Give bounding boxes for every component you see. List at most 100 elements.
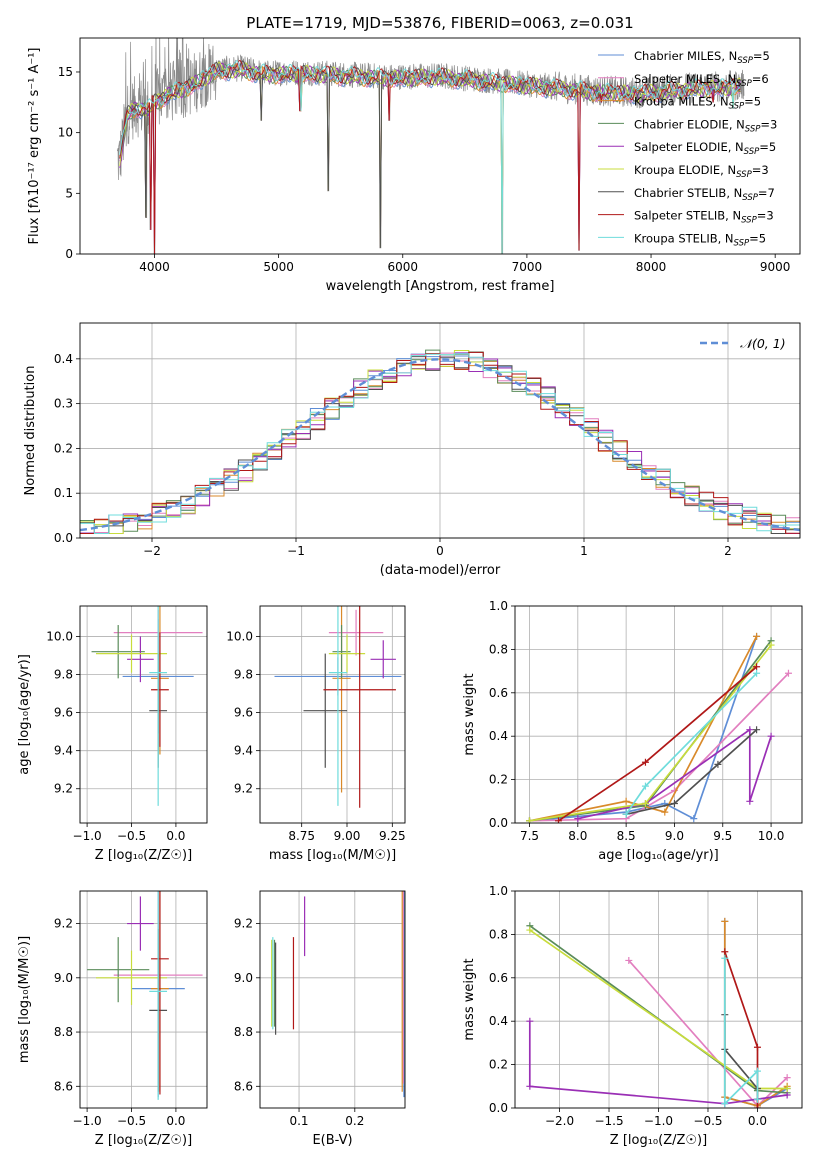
- x-tick-label: −1.0: [73, 829, 102, 843]
- y-tick-label: 9.2: [234, 917, 253, 931]
- y-tick-label: 0.0: [489, 816, 508, 830]
- weight-point-marker: [783, 1084, 791, 1092]
- y-tick-label: 10.0: [46, 629, 73, 643]
- weight-point-marker: [753, 669, 761, 677]
- x-tick-label: 5000: [263, 260, 294, 274]
- axes-frame: [259, 605, 406, 824]
- y-tick-label: 0.8: [489, 927, 508, 941]
- y-tick-label: 9.6: [54, 706, 73, 720]
- x-tick-label: 7.5: [520, 829, 539, 843]
- y-tick-label: 9.2: [54, 782, 73, 796]
- legend-label: Salpeter ELODIE, NSSP=5: [634, 140, 776, 157]
- legend-label: Chabrier ELODIE, NSSP=3: [634, 117, 777, 134]
- y-tick-label: 1.0: [489, 884, 508, 898]
- y-tick-label: 8.8: [54, 1025, 73, 1039]
- axes-frame: [259, 890, 406, 1109]
- axes-frame: [514, 890, 803, 1109]
- x-tick-label: 9.00: [334, 829, 361, 843]
- weight-point-marker: [714, 760, 722, 768]
- weight-point-marker: [721, 1100, 729, 1108]
- legend-label: Chabrier MILES, NSSP=5: [634, 49, 770, 66]
- weight-point-marker: [574, 815, 582, 823]
- weight-point-marker: [753, 1067, 761, 1075]
- x-tick-label: −0.5: [693, 1114, 722, 1128]
- x-tick-label: 0: [436, 544, 444, 558]
- weight-series-line: [723, 958, 759, 1106]
- y-tick-label: 8.6: [234, 1079, 253, 1093]
- age_vs_Z-axes: −1.0 −0.5 0.0 9.2 9.4 9.6 9.8 10.0 Z [log₁₀(Z/Z☉…: [17, 606, 207, 863]
- errorbar-point: [323, 606, 396, 808]
- x-tick-label: 0.0: [166, 829, 185, 843]
- errorbar-point: [328, 606, 347, 806]
- legend-label: Kroupa ELODIE, NSSP=3: [634, 163, 769, 180]
- y-tick-label: 0.4: [54, 352, 73, 366]
- y-tick-label: 0.1: [54, 486, 73, 500]
- y-tick-label: 0.8: [489, 642, 508, 656]
- weight-point-marker: [753, 663, 761, 671]
- x-tick-label: 8.5: [617, 829, 636, 843]
- histogram-step-line: [80, 351, 800, 534]
- weight-point-marker: [767, 641, 775, 649]
- errorbar-point: [127, 896, 154, 951]
- weight-point-marker: [767, 732, 775, 740]
- x-tick-label: 9000: [760, 260, 791, 274]
- age_vs_mass-axes: 8.75 9.00 9.25 9.2 9.4 9.6 9.8 10.0 mass [log₁₀(…: [226, 606, 406, 863]
- weight-point-marker: [746, 726, 754, 734]
- mass_vs_Z-axes: −1.0 −0.5 0.0 8.6 8.8 9.0 9.2 Z [log₁₀(Z/Z☉)] ma…: [17, 891, 207, 1148]
- weight-point-marker: [783, 1074, 791, 1082]
- x-tick-label: 9.0: [665, 829, 684, 843]
- errorbar-point: [95, 950, 168, 1005]
- weight-point-marker: [746, 797, 754, 805]
- y-tick-label: 9.6: [234, 706, 253, 720]
- x-tick-label: 10.0: [758, 829, 785, 843]
- spectrum-axes: 4000 5000 6000 7000 8000 9000 0 5 10 15 wavelength…: [27, 48, 790, 295]
- y-tick-label: 0.2: [54, 441, 73, 455]
- errorbar-point: [303, 653, 347, 768]
- legend-label: Chabrier STELIB, NSSP=7: [634, 186, 775, 203]
- histogram-step-line: [80, 349, 800, 532]
- weight-series-line: [625, 729, 758, 816]
- x-tick-label: 0.1: [289, 1114, 308, 1128]
- y-tick-label: 0.6: [489, 686, 508, 700]
- weight-point-marker: [641, 782, 649, 790]
- y-axis-label: mass [log₁₀(M/M☉)]: [17, 936, 32, 1063]
- x-tick-label: 8.0: [568, 829, 587, 843]
- weight-point-marker: [641, 758, 649, 766]
- y-tick-label: 0.2: [489, 773, 508, 787]
- weight-point-marker: [721, 954, 729, 962]
- x-axis-label: age [log₁₀(age/yr)]: [598, 848, 719, 863]
- weights_vs_Z-axes: −2.0 −1.5 −1.0 −0.5 0.0 0.0 0.2 0.4 0.6 0.8 1.0 Z […: [462, 884, 802, 1148]
- y-tick-label: 8.8: [234, 1025, 253, 1039]
- errorbar-point: [370, 640, 396, 679]
- y-axis-label: age [log₁₀(age/yr)]: [17, 654, 32, 775]
- y-tick-label: 1.0: [489, 599, 508, 613]
- y-tick-label: 10.0: [226, 629, 253, 643]
- x-tick-label: −1.0: [73, 1114, 102, 1128]
- x-tick-label: 0.0: [748, 1114, 767, 1128]
- legend-label: Kroupa STELIB, NSSP=5: [634, 231, 766, 248]
- x-axis-label: Z [log₁₀(Z/Z☉)]: [95, 1133, 192, 1148]
- axes-frame: [79, 605, 208, 824]
- weight-point-marker: [554, 817, 562, 823]
- x-tick-label: −0.5: [117, 1114, 146, 1128]
- errorbar-point: [328, 634, 366, 673]
- x-tick-label: 7000: [512, 260, 543, 274]
- weight-point-marker: [721, 948, 729, 956]
- x-tick-label: −2.0: [545, 1114, 574, 1128]
- weight-point-marker: [690, 815, 698, 823]
- weight-point-marker: [622, 797, 630, 805]
- weight-point-marker: [784, 669, 792, 677]
- x-tick-label: −1: [287, 544, 305, 558]
- x-tick-label: 4000: [139, 260, 170, 274]
- axes-frame: [79, 322, 801, 539]
- x-tick-label: −1.0: [644, 1114, 673, 1128]
- weight-point-marker: [783, 1091, 791, 1099]
- weight-point-marker: [753, 1104, 761, 1108]
- y-tick-label: 9.8: [234, 668, 253, 682]
- weight-point-marker: [670, 799, 678, 807]
- x-tick-label: −0.5: [117, 829, 146, 843]
- y-tick-label: 15: [58, 65, 73, 79]
- weight-point-marker: [753, 1043, 761, 1051]
- errorbar-point: [149, 891, 168, 1100]
- y-tick-label: 0.4: [489, 729, 508, 743]
